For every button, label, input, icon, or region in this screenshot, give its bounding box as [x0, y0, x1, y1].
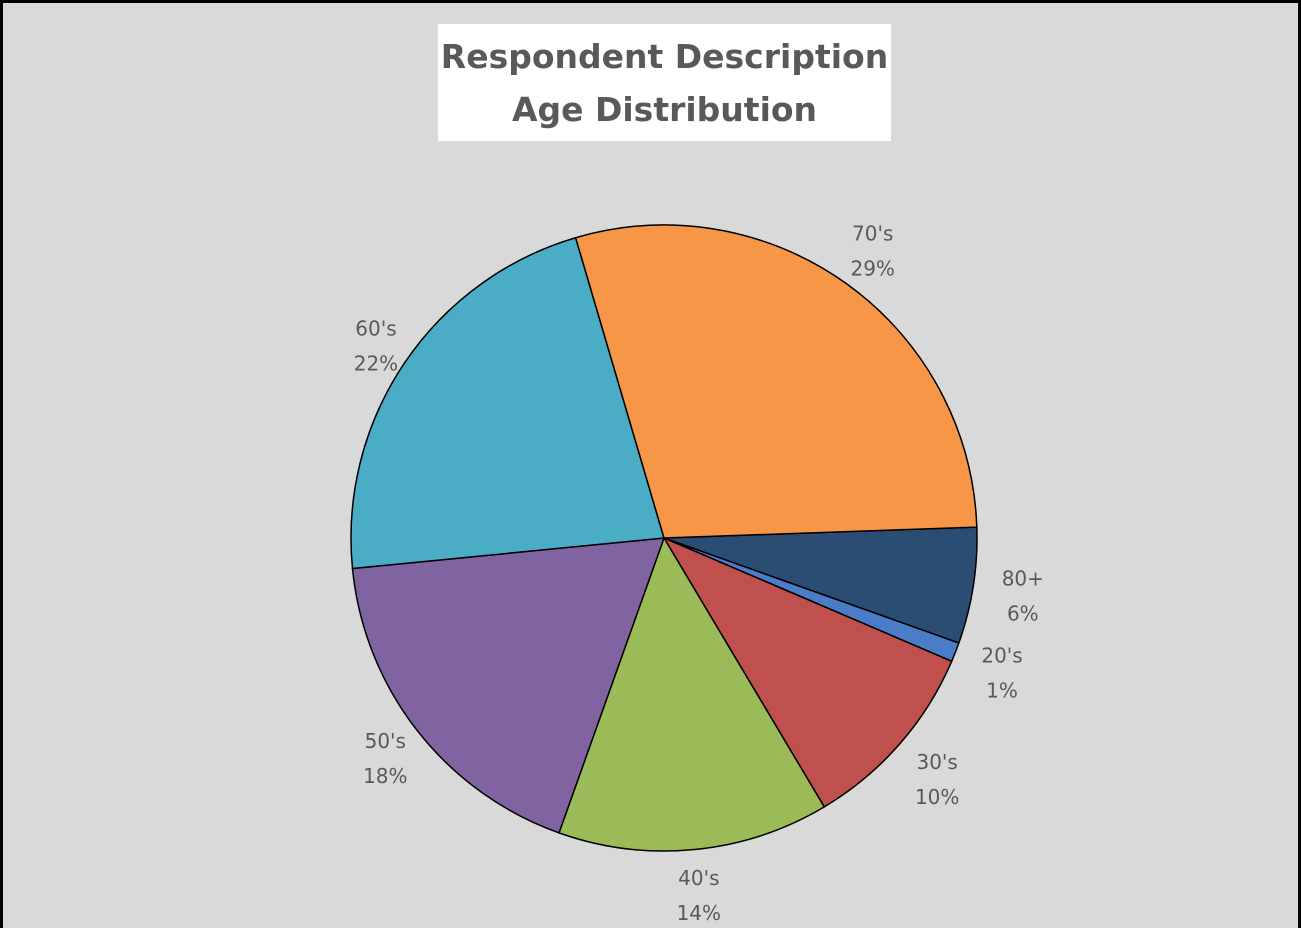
chart-title-line-1: Respondent Description — [440, 36, 889, 76]
data-label-50s: 50's 18% — [363, 729, 407, 788]
data-label-30s: 30's 10% — [915, 750, 959, 809]
pie-slice-60s — [350, 236, 665, 570]
data-label-percent: 10% — [915, 785, 959, 809]
data-label-category: 60's — [355, 317, 396, 341]
pie-slice-40s — [558, 536, 826, 852]
data-label-60s: 60's 22% — [354, 317, 398, 376]
data-labels: 80+ 6%20's 1%30's 10%40's 14%50's 18%60's 22%7… — [354, 222, 1044, 926]
chart-title-line-2: Age Distribution — [511, 89, 818, 129]
data-label-percent: 1% — [986, 678, 1018, 702]
data-label-percent: 29% — [850, 257, 894, 281]
data-label-80plus: 80+ 6% — [1002, 567, 1044, 626]
data-label-category: 50's — [365, 729, 406, 753]
data-label-percent: 6% — [1007, 602, 1039, 626]
data-label-category: 40's — [678, 866, 719, 890]
data-label-category: 20's — [981, 643, 1022, 667]
pie-slice-50s — [351, 537, 666, 834]
pie-chart: 80+ 6%20's 1%30's 10%40's 14%50's 18%60's 22%7… — [350, 222, 1044, 926]
data-label-70s: 70's 29% — [850, 222, 894, 281]
data-label-20s: 20's 1% — [981, 643, 1022, 702]
data-label-40s: 40's 14% — [677, 866, 721, 925]
data-label-percent: 18% — [363, 764, 407, 788]
data-label-category: 70's — [852, 222, 893, 246]
chart-title: Respondent Description Age Distribution — [438, 24, 891, 141]
pie-slices — [350, 224, 978, 852]
data-label-category: 80+ — [1002, 567, 1044, 591]
data-label-category: 30's — [916, 750, 957, 774]
pie-slice-30s — [662, 536, 953, 808]
data-label-percent: 22% — [354, 352, 398, 376]
data-label-percent: 14% — [677, 901, 721, 925]
pie-slice-80plus — [663, 526, 978, 644]
pie-slice-70s — [574, 224, 978, 539]
